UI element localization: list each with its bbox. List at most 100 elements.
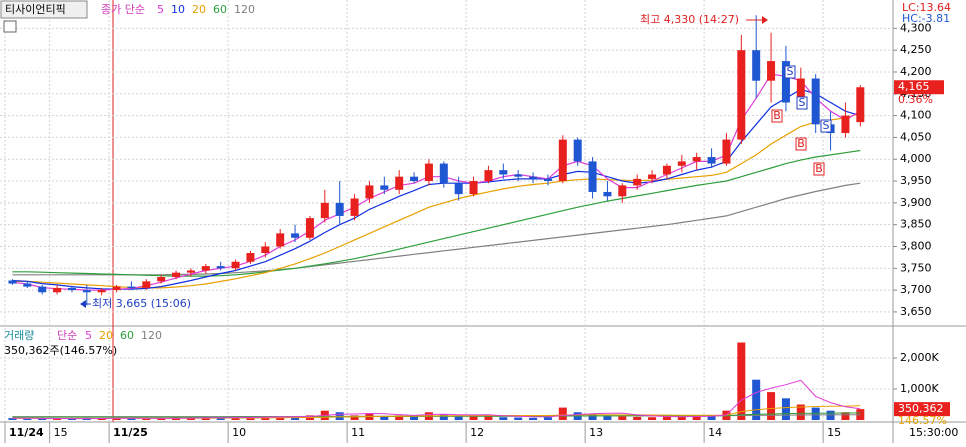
candle-body — [350, 198, 359, 216]
volume-bar — [737, 342, 746, 420]
volume-bar — [543, 417, 552, 420]
candle-body — [722, 139, 731, 164]
candle-body — [410, 176, 419, 182]
volume-bar — [186, 417, 195, 420]
candle-body — [677, 161, 686, 166]
y-tick-label: 3,900 — [900, 196, 932, 209]
high-arrowhead — [762, 16, 768, 24]
signal-box — [813, 162, 825, 176]
volume-bar — [588, 413, 597, 420]
candle-body — [648, 174, 657, 179]
volume-bar — [157, 418, 166, 420]
volume-bar — [767, 392, 776, 420]
volume-bar — [707, 415, 716, 420]
legend-entry: 10 — [171, 3, 185, 16]
candle-body — [499, 170, 508, 175]
volume-bar — [499, 417, 508, 420]
volume-bar — [112, 418, 121, 420]
candle-body — [305, 218, 314, 238]
signal-label: B — [797, 137, 805, 150]
volume-bar — [781, 398, 790, 420]
volume-bar — [633, 416, 642, 420]
hc-stat: HC:-3.81 — [902, 12, 950, 25]
candle-body — [335, 202, 344, 216]
high-annotation: 최고 4,330 (14:27) — [640, 13, 739, 26]
volume-bar — [8, 418, 17, 420]
volume-bar — [662, 416, 671, 420]
volume-bar — [291, 416, 300, 420]
candle-body — [172, 272, 181, 278]
volume-tag-label: 350,362 — [898, 402, 944, 415]
candle-body — [767, 61, 776, 81]
x-tick-label: 11/24 — [9, 426, 44, 439]
candle-body — [246, 253, 255, 262]
candle-body — [558, 139, 567, 182]
volume-bar — [529, 417, 538, 420]
volume-bar — [53, 419, 62, 420]
volume-bar — [231, 417, 240, 420]
candle-body — [97, 290, 106, 293]
candle-body — [737, 50, 746, 140]
signal-label: S — [799, 96, 806, 109]
y-tick-label: 4,200 — [900, 65, 932, 78]
signal-box — [784, 65, 796, 79]
signal-box — [795, 137, 807, 151]
volume-legend-entry: 20 — [99, 329, 113, 342]
signal-box — [771, 109, 783, 123]
volume-bar — [618, 416, 627, 420]
legend-entry: 60 — [213, 3, 227, 16]
change-label: 0.36% — [898, 93, 933, 106]
volume-ma-label: 단순 — [57, 329, 77, 342]
candle-body — [603, 191, 612, 197]
candle-body — [380, 185, 389, 190]
volume-bar — [692, 415, 701, 420]
volume-bar — [469, 416, 478, 420]
menu-icon[interactable] — [3, 20, 17, 33]
candle-body — [320, 202, 329, 219]
candle-body — [633, 178, 642, 186]
volume-bar — [172, 417, 181, 420]
y-tick-label: 3,700 — [900, 283, 932, 296]
candle-body — [201, 266, 210, 271]
low-annotation: 최저 3,665 (15:06) — [92, 297, 191, 310]
candle-body — [692, 157, 701, 162]
y-tick-label: 3,950 — [900, 174, 932, 187]
volume-bar — [841, 412, 850, 420]
volume-bar — [484, 415, 493, 420]
ma-label: 종가 단순 — [101, 3, 145, 16]
candle-body — [231, 261, 240, 269]
candle-body — [276, 233, 285, 247]
y-tick-label: 3,850 — [900, 218, 932, 231]
signal-label: S — [823, 119, 830, 132]
ma-line — [12, 88, 861, 290]
x-tick-label: 10 — [232, 426, 246, 439]
y-tick-label: 4,100 — [900, 109, 932, 122]
candle-body — [395, 176, 404, 190]
volume-legend-entry: 5 — [85, 329, 92, 342]
volume-bar — [558, 407, 567, 420]
volume-bar — [395, 415, 404, 420]
signal-label: B — [773, 109, 781, 122]
y-tick-label: 4,050 — [900, 130, 932, 143]
candle-body — [841, 115, 850, 134]
x-tick-label: 13 — [589, 426, 603, 439]
volume-bar — [201, 417, 210, 420]
candle-body — [529, 176, 538, 179]
chart-title: 티사이언티픽 — [5, 3, 66, 16]
volume-ma-line — [12, 379, 861, 420]
y-tick-label: 4,250 — [900, 43, 932, 56]
volume-legend-entry: 60 — [120, 329, 134, 342]
volume-bar — [127, 418, 136, 420]
y-tick-label: 4,300 — [900, 21, 932, 34]
y-tick-label: 3,800 — [900, 239, 932, 252]
y-tick-label: 3,750 — [900, 261, 932, 274]
y-tick-label: 4,000 — [900, 152, 932, 165]
lc-stat: LC:13.64 — [902, 1, 951, 14]
title-box — [0, 0, 88, 19]
candle-body — [796, 78, 805, 103]
candle-body — [82, 290, 91, 293]
volume-bar — [677, 416, 686, 420]
candle-body — [67, 287, 76, 291]
volume-tag — [894, 402, 950, 417]
